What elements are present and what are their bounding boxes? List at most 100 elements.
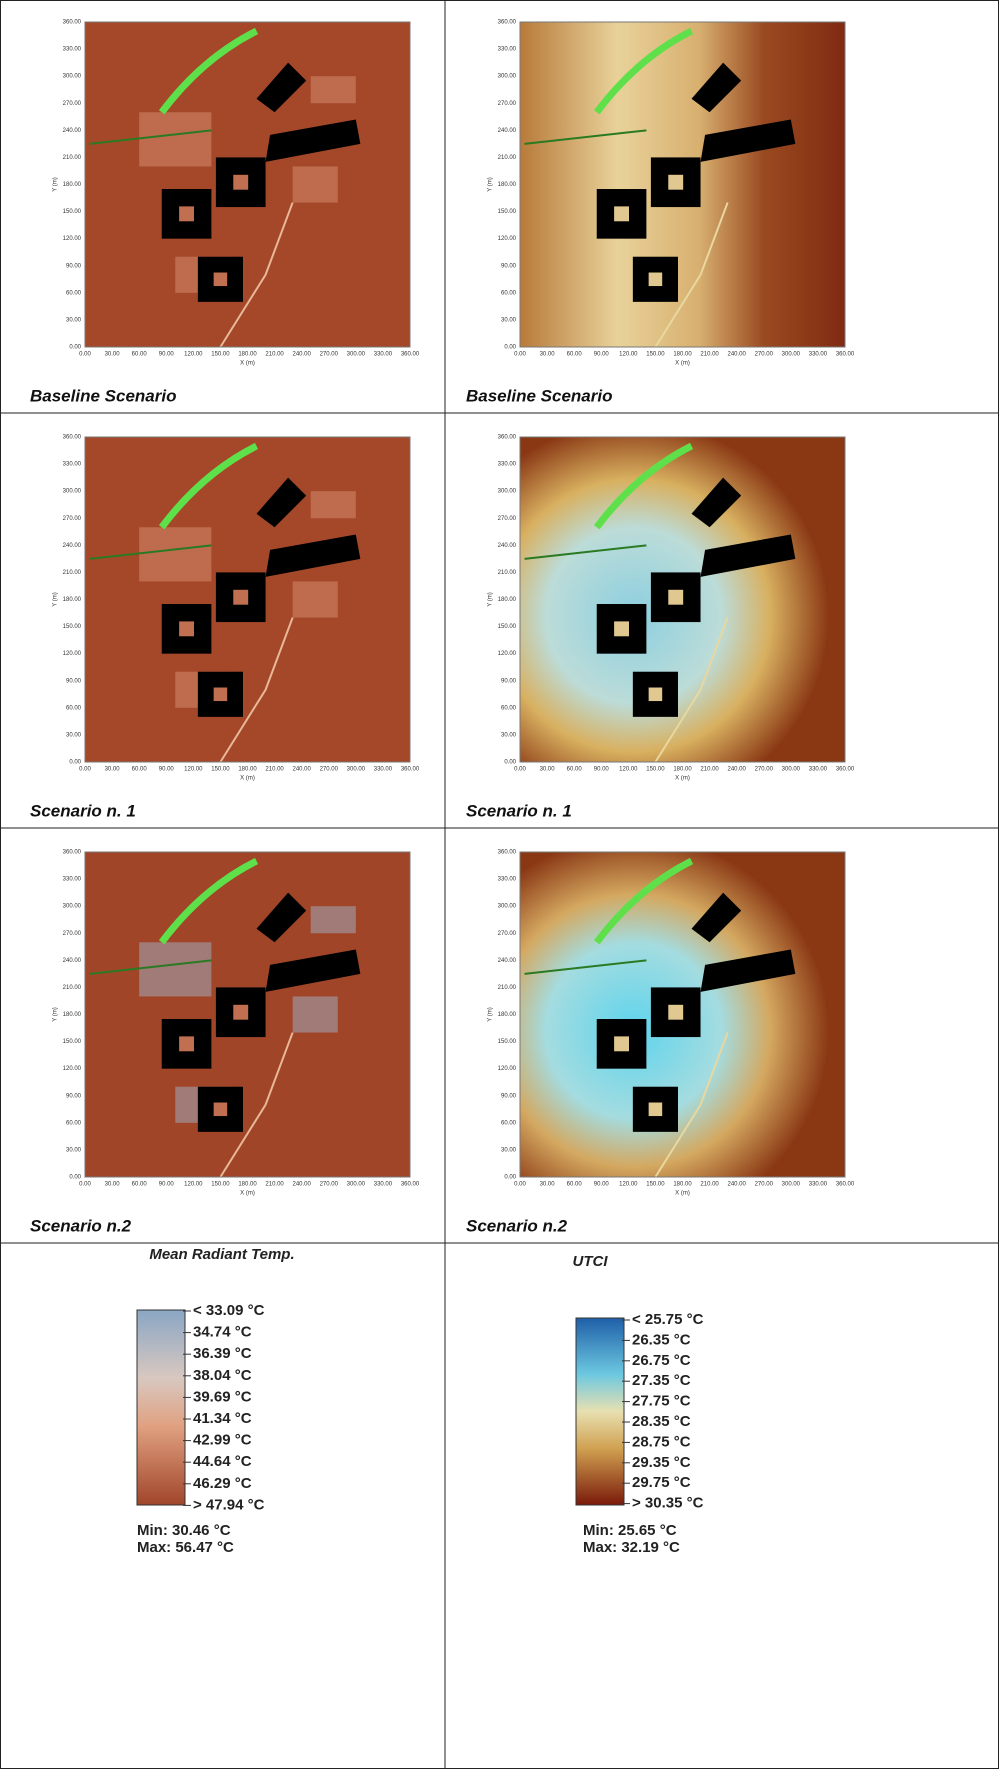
x-tick-label: 240.00: [727, 1182, 746, 1188]
x-tick-label: 360.00: [836, 767, 855, 773]
legend-level: 29.35 °C: [632, 1454, 691, 1471]
y-tick-label: 120.00: [498, 236, 517, 242]
y-tick-label: 270.00: [498, 931, 517, 937]
x-tick-label: 210.00: [265, 352, 284, 358]
y-axis-label: Y (m): [53, 1007, 59, 1022]
y-tick-label: 360.00: [63, 850, 82, 856]
x-tick-label: 180.00: [238, 352, 257, 358]
legend-level: 42.99 °C: [193, 1432, 252, 1449]
legend-title: UTCI: [573, 1253, 609, 1270]
x-tick-label: 210.00: [700, 352, 719, 358]
x-tick-label: 120.00: [619, 767, 638, 773]
x-tick-label: 60.00: [132, 1182, 148, 1188]
y-tick-label: 360.00: [63, 435, 82, 441]
courtyard: [668, 590, 683, 605]
y-tick-label: 90.00: [66, 263, 82, 269]
y-tick-label: 60.00: [501, 705, 517, 711]
y-tick-label: 210.00: [63, 155, 82, 161]
y-tick-label: 150.00: [498, 1039, 517, 1045]
legend-level: 27.35 °C: [632, 1372, 691, 1389]
x-tick-label: 0.00: [79, 352, 91, 358]
x-tick-label: 330.00: [809, 352, 828, 358]
y-tick-label: 120.00: [63, 651, 82, 657]
legend-level: 27.75 °C: [632, 1393, 691, 1410]
y-axis-label: Y (m): [53, 177, 59, 192]
x-tick-label: 210.00: [700, 1182, 719, 1188]
x-tick-label: 0.00: [79, 1182, 91, 1188]
courtyard: [668, 175, 683, 190]
x-tick-label: 60.00: [567, 767, 583, 773]
x-tick-label: 210.00: [265, 767, 284, 773]
x-tick-label: 180.00: [238, 767, 257, 773]
x-tick-label: 360.00: [401, 352, 420, 358]
y-tick-label: 360.00: [498, 850, 517, 856]
x-tick-label: 270.00: [320, 1182, 339, 1188]
x-axis-label: X (m): [675, 776, 690, 782]
y-tick-label: 120.00: [63, 236, 82, 242]
courtyard: [179, 206, 194, 221]
courtyard: [214, 1103, 228, 1117]
colorbar: [576, 1318, 624, 1505]
y-tick-label: 360.00: [498, 20, 517, 26]
panel-caption: Scenario n.2: [466, 1216, 568, 1235]
y-tick-label: 300.00: [498, 489, 517, 495]
y-tick-label: 210.00: [498, 985, 517, 991]
x-tick-label: 150.00: [211, 352, 230, 358]
x-tick-label: 270.00: [320, 767, 339, 773]
y-tick-label: 180.00: [498, 182, 517, 188]
legend-level: < 25.75 °C: [632, 1311, 704, 1328]
y-axis-label: Y (m): [53, 592, 59, 607]
x-tick-label: 330.00: [374, 1182, 393, 1188]
light-patch: [311, 76, 356, 103]
light-patch: [311, 906, 356, 933]
panel-caption: Scenario n. 1: [466, 801, 572, 820]
y-tick-label: 0.00: [69, 345, 81, 351]
y-axis-label: Y (m): [488, 592, 494, 607]
x-tick-label: 180.00: [673, 352, 692, 358]
courtyard: [233, 590, 248, 605]
panel-caption: Baseline Scenario: [466, 386, 612, 405]
x-tick-label: 300.00: [347, 352, 366, 358]
y-tick-label: 0.00: [504, 760, 516, 766]
x-tick-label: 30.00: [540, 767, 556, 773]
x-tick-label: 120.00: [619, 1182, 638, 1188]
x-axis-label: X (m): [675, 361, 690, 367]
x-tick-label: 120.00: [184, 767, 203, 773]
y-tick-label: 0.00: [504, 1175, 516, 1181]
y-tick-label: 300.00: [498, 904, 517, 910]
light-patch: [139, 527, 211, 581]
map-panel: 0.0030.0060.0090.00120.00150.00180.00210…: [30, 435, 420, 821]
x-tick-label: 300.00: [782, 352, 801, 358]
y-tick-label: 180.00: [63, 1012, 82, 1018]
y-tick-label: 210.00: [63, 985, 82, 991]
x-tick-label: 240.00: [292, 352, 311, 358]
courtyard: [179, 1036, 194, 1051]
courtyard: [179, 621, 194, 636]
legend-level: 41.34 °C: [193, 1410, 252, 1427]
x-tick-label: 30.00: [105, 352, 121, 358]
y-tick-label: 30.00: [501, 317, 517, 323]
map-panel: 0.0030.0060.0090.00120.00150.00180.00210…: [466, 435, 855, 821]
x-tick-label: 240.00: [292, 767, 311, 773]
legend-level: 28.35 °C: [632, 1413, 691, 1430]
y-tick-label: 240.00: [63, 543, 82, 549]
x-tick-label: 240.00: [727, 352, 746, 358]
y-tick-label: 240.00: [63, 128, 82, 134]
figure: 0.00 30.00 60.00 90.00 120.00 150.00 180.00 210…: [0, 0, 999, 1769]
legend-level: 26.75 °C: [632, 1352, 691, 1369]
x-tick-label: 300.00: [347, 1182, 366, 1188]
y-tick-label: 270.00: [63, 931, 82, 937]
x-tick-label: 90.00: [594, 767, 610, 773]
legend-level: < 33.09 °C: [193, 1302, 265, 1319]
x-tick-label: 90.00: [159, 767, 175, 773]
x-tick-label: 0.00: [514, 1182, 526, 1188]
x-tick-label: 180.00: [673, 1182, 692, 1188]
y-tick-label: 0.00: [69, 760, 81, 766]
courtyard: [614, 206, 629, 221]
y-tick-label: 270.00: [63, 101, 82, 107]
legend-min: Min: 30.46 °C: [137, 1522, 231, 1539]
legend-level: > 30.35 °C: [632, 1495, 704, 1512]
y-tick-label: 0.00: [504, 345, 516, 351]
y-tick-label: 270.00: [498, 101, 517, 107]
